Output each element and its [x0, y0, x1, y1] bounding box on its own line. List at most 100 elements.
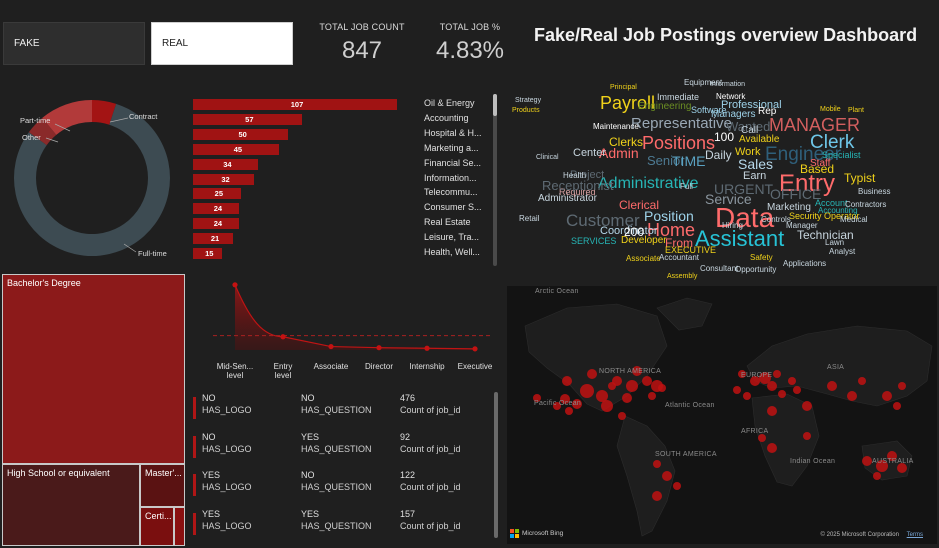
map-bubble[interactable] — [793, 386, 801, 394]
treemap-masters[interactable]: Master'... — [140, 464, 185, 507]
map-bubble[interactable] — [565, 407, 573, 415]
wordcloud-word[interactable]: Maintenance — [593, 122, 639, 131]
wordcloud-word[interactable]: Coordinator — [600, 225, 658, 237]
wordcloud-word[interactable]: 100 — [714, 130, 735, 144]
fake-slicer-button[interactable]: FAKE — [3, 22, 145, 65]
wordcloud-word[interactable]: Hiring — [722, 221, 743, 230]
wordcloud-word[interactable]: MANAGER — [769, 115, 861, 135]
wordcloud-word[interactable]: 200 — [624, 225, 645, 239]
wordcloud-word[interactable]: OFFICE — [770, 186, 822, 202]
wordcloud-word[interactable]: Clerk — [810, 132, 855, 153]
wordcloud-word[interactable]: Software — [691, 105, 727, 115]
donut-slice-other[interactable] — [28, 117, 57, 146]
wordcloud-word[interactable]: Accountant — [659, 253, 700, 262]
wordcloud-word[interactable]: Position — [644, 208, 694, 224]
wordcloud-word[interactable]: Sales — [738, 156, 774, 172]
wordcloud-word[interactable]: Required — [559, 187, 596, 197]
wordcloud-word[interactable]: Project — [570, 169, 605, 181]
wordcloud-word[interactable]: Typist — [844, 171, 876, 185]
wordcloud-word[interactable]: Receptionist — [542, 178, 614, 193]
wordcloud-word[interactable]: Information — [710, 81, 746, 88]
logo-question-card[interactable]: YES HAS_LOGO NO HAS_QUESTION 122 Count of j… — [193, 470, 493, 500]
map-bubble[interactable] — [632, 366, 642, 376]
experience-level-area-chart[interactable] — [193, 270, 503, 370]
wordcloud-word[interactable]: Associate — [626, 254, 661, 263]
experience-point[interactable] — [424, 345, 430, 351]
wordcloud-word[interactable]: Rep — [758, 106, 777, 117]
wordcloud-word[interactable]: Clinical — [536, 154, 559, 161]
wordcloud-word[interactable]: Strategy — [515, 97, 542, 104]
industry-chart-scrollbar[interactable] — [493, 94, 497, 266]
employment-type-donut-chart[interactable] — [0, 100, 190, 265]
map-bubble[interactable] — [658, 384, 666, 392]
wordcloud-word[interactable]: Administrator — [538, 193, 597, 204]
map-bubble[interactable] — [653, 460, 661, 468]
wordcloud-word[interactable]: Clerical — [619, 198, 660, 212]
wordcloud-word[interactable]: Earn — [743, 170, 767, 182]
map-bubble[interactable] — [642, 376, 652, 386]
wordcloud-word[interactable]: Immediate — [657, 92, 700, 102]
treemap-bachelors-degree[interactable]: Bachelor's Degree — [2, 274, 185, 464]
experience-point[interactable] — [232, 282, 238, 288]
wordcloud-word[interactable]: Representative — [631, 115, 732, 132]
map-bubble[interactable] — [612, 376, 622, 386]
map-bubble[interactable] — [596, 390, 608, 402]
wordcloud-word[interactable]: Opportunity — [735, 265, 777, 274]
wordcloud-word[interactable]: Managers — [711, 109, 756, 120]
wordcloud-word[interactable]: Engineer — [765, 144, 842, 165]
map-bubble[interactable] — [618, 412, 626, 420]
wordcloud-word[interactable]: Consultant — [700, 264, 739, 273]
map-bubble[interactable] — [743, 392, 751, 400]
map-bubble[interactable] — [562, 376, 572, 386]
map-bubble[interactable] — [648, 392, 656, 400]
wordcloud-word[interactable]: Medical — [840, 215, 868, 224]
industry-bar[interactable]: 25 — [193, 188, 241, 200]
industry-bar[interactable]: 24 — [193, 203, 239, 215]
map-bubble[interactable] — [560, 394, 570, 404]
wordcloud-word[interactable]: Principal — [610, 84, 637, 91]
wordcloud-word[interactable]: Business — [858, 187, 891, 196]
wordcloud-word[interactable]: From — [665, 236, 693, 250]
wordcloud-word[interactable]: Call — [741, 125, 759, 136]
job-location-map[interactable]: Arctic Ocean NORTH AMERICA EUROPE ASIA P… — [507, 286, 937, 544]
industry-bar[interactable]: 32 — [193, 173, 254, 185]
map-bubble[interactable] — [580, 384, 594, 398]
wordcloud-word[interactable]: Analyst — [829, 247, 856, 256]
logo-question-card[interactable]: NO HAS_LOGO YES HAS_QUESTION 92 Count of jo… — [193, 432, 493, 462]
industry-bar[interactable]: 34 — [193, 158, 258, 170]
wordcloud-word[interactable]: Lawn — [825, 238, 845, 247]
map-bubble[interactable] — [803, 432, 811, 440]
wordcloud-word[interactable]: Data — [715, 202, 775, 233]
treemap-high-school[interactable]: High School or equivalent — [2, 464, 140, 546]
wordcloud-word[interactable]: Contractors — [845, 200, 887, 209]
wordcloud-word[interactable]: Center — [573, 147, 607, 159]
industry-bar[interactable]: 50 — [193, 128, 289, 140]
wordcloud-word[interactable]: Admin — [599, 145, 639, 161]
wordcloud-word[interactable]: Available — [739, 134, 780, 145]
industry-bar[interactable]: 15 — [193, 248, 222, 259]
map-bubble[interactable] — [767, 381, 777, 391]
wordcloud-word[interactable]: Developer — [621, 235, 667, 246]
cards-scrollbar[interactable] — [494, 392, 498, 538]
wordcloud-word[interactable]: Security Operator — [789, 211, 860, 221]
map-bubble[interactable] — [893, 402, 901, 410]
wordcloud-word[interactable]: Positions — [642, 133, 716, 153]
wordcloud-word[interactable]: URGENT — [714, 181, 774, 197]
map-bubble[interactable] — [767, 406, 777, 416]
map-bubble[interactable] — [876, 460, 888, 472]
treemap-certification[interactable]: Certi... — [140, 507, 174, 546]
wordcloud-word[interactable]: Entry — [779, 170, 836, 197]
map-bubble[interactable] — [897, 463, 907, 473]
wordcloud-word[interactable]: Staff — [810, 158, 831, 169]
wordcloud-word[interactable]: Engineering — [638, 101, 692, 112]
experience-point[interactable] — [280, 334, 286, 340]
map-bubble[interactable] — [788, 377, 796, 385]
map-bubble[interactable] — [533, 394, 541, 402]
map-bubble[interactable] — [673, 482, 681, 490]
map-bubble[interactable] — [887, 451, 897, 461]
donut-slice-part-time[interactable] — [42, 100, 92, 135]
industry-bar[interactable]: 57 — [193, 113, 302, 125]
wordcloud-word[interactable]: Customer — [566, 211, 640, 230]
wordcloud-word[interactable]: Wanted — [726, 119, 771, 134]
map-bubble[interactable] — [873, 472, 881, 480]
